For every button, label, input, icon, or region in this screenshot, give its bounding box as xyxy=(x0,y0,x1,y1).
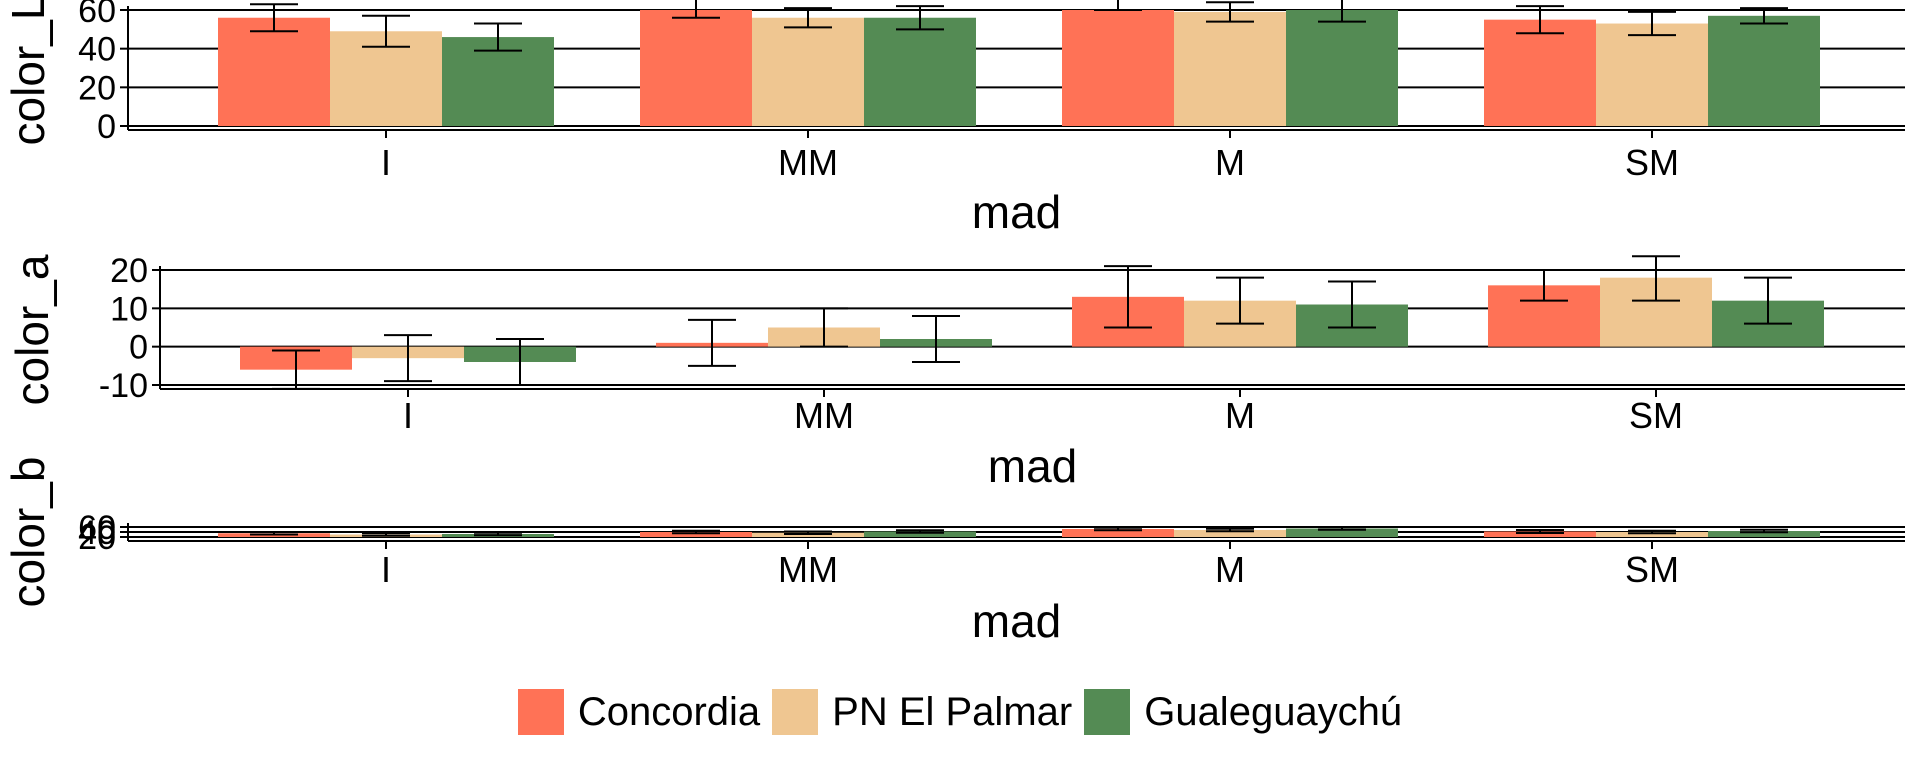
y-tick-label: 60 xyxy=(78,509,116,547)
legend-key-concordia xyxy=(517,689,564,735)
legend-item-concordia: Concordia xyxy=(517,689,761,735)
x-tick-label: M xyxy=(1215,142,1245,183)
bar-color-b-MM-2 xyxy=(864,531,976,537)
y-tick-label: 20 xyxy=(78,69,116,107)
bar-color-L-M-2 xyxy=(1286,10,1398,126)
legend-item-pn-el-palmar: PN El Palmar xyxy=(772,689,1072,735)
bar-color-L-I-2 xyxy=(442,37,554,126)
bar-color-b-M-2 xyxy=(1286,528,1398,537)
bar-color-L-M-1 xyxy=(1174,11,1286,126)
legend-label-concordia: Concordia xyxy=(577,689,761,734)
y-tick-label: 20 xyxy=(78,519,116,557)
bar-color-L-MM-1 xyxy=(752,17,864,126)
bar-color-L-MM-2 xyxy=(864,17,976,126)
y-tick-label: 40 xyxy=(78,514,116,552)
x-axis-title: mad xyxy=(988,440,1077,492)
legend-label-pn-el-palmar: PN El Palmar xyxy=(832,689,1073,734)
x-tick-label: M xyxy=(1225,395,1255,436)
x-tick-label: SM xyxy=(1629,395,1683,436)
legend-key-pn-el-palmar xyxy=(772,689,819,735)
x-tick-label: SM xyxy=(1625,142,1679,183)
x-tick-label: MM xyxy=(778,142,838,183)
x-axis-title: mad xyxy=(972,186,1061,238)
legend: Concordia PN El Palmar Gualeguaychú xyxy=(0,680,1920,744)
bar-color-L-MM-0 xyxy=(640,10,752,126)
legend-item-gualeguaychu: Gualeguaychú xyxy=(1084,689,1402,735)
bar-color-L-SM-0 xyxy=(1484,19,1596,127)
bar-color-b-M-0 xyxy=(1062,529,1174,537)
y-tick-label: 10 xyxy=(110,290,148,328)
y-axis-title: color_L xyxy=(2,0,54,145)
y-tick-label: -10 xyxy=(99,367,148,405)
y-tick-label: 0 xyxy=(97,108,116,146)
x-tick-label: I xyxy=(381,142,391,183)
bar-color-L-I-0 xyxy=(218,17,330,126)
y-tick-label: 0 xyxy=(129,329,148,367)
x-tick-label: I xyxy=(381,549,391,590)
bar-color-b-SM-0 xyxy=(1484,531,1596,537)
x-tick-label: I xyxy=(403,395,413,436)
bar-color-b-MM-0 xyxy=(640,532,752,537)
bar-color-L-SM-2 xyxy=(1708,15,1820,126)
bar-color-b-M-1 xyxy=(1174,530,1286,537)
y-tick-label: 60 xyxy=(78,0,116,30)
x-tick-label: SM xyxy=(1625,549,1679,590)
legend-key-gualeguaychu xyxy=(1084,689,1131,735)
y-axis-title: color_b xyxy=(2,457,54,608)
y-tick-label: 40 xyxy=(78,31,116,69)
bar-color-b-SM-1 xyxy=(1596,532,1708,537)
legend-label-gualeguaychu: Gualeguaychú xyxy=(1144,689,1403,734)
bar-color-L-M-0 xyxy=(1062,10,1174,126)
x-tick-label: MM xyxy=(794,395,854,436)
bar-color-b-SM-2 xyxy=(1708,531,1820,537)
bar-color-L-SM-1 xyxy=(1596,23,1708,126)
x-tick-label: MM xyxy=(778,549,838,590)
x-tick-label: M xyxy=(1215,549,1245,590)
y-tick-label: 20 xyxy=(110,252,148,290)
x-axis-title: mad xyxy=(972,595,1061,647)
y-axis-title: color_a xyxy=(6,254,58,405)
